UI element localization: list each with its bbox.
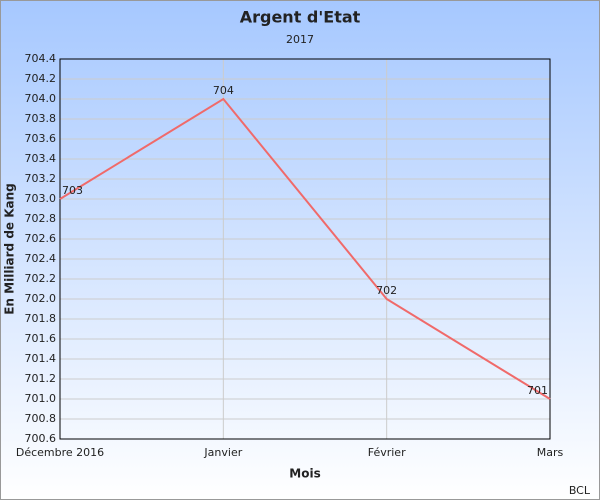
y-tick-label: 703.4: [25, 152, 57, 165]
y-tick-label: 701.6: [25, 332, 57, 345]
x-tick-label: Janvier: [203, 446, 242, 459]
chart-title: Argent d'Etat: [240, 8, 361, 27]
y-tick-label: 702.8: [25, 212, 57, 225]
data-label: 701: [527, 384, 548, 397]
y-tick-label: 700.6: [25, 432, 57, 445]
data-label: 702: [376, 284, 397, 297]
x-tick-label: Mars: [537, 446, 564, 459]
y-tick-label: 702.4: [25, 252, 57, 265]
x-tick-label: Février: [368, 446, 406, 459]
y-tick-label: 703.2: [25, 172, 57, 185]
y-tick-label: 701.2: [25, 372, 57, 385]
y-tick-label: 702.0: [25, 292, 57, 305]
y-tick-label: 703.8: [25, 112, 57, 125]
x-tick-label: Décembre 2016: [16, 446, 104, 459]
y-tick-label: 703.0: [25, 192, 57, 205]
y-tick-label: 703.6: [25, 132, 57, 145]
y-tick-label: 701.0: [25, 392, 57, 405]
y-tick-label: 704.2: [25, 72, 57, 85]
line: [59, 97, 551, 400]
y-tick-label: 704.0: [25, 92, 57, 105]
y-tick-label: 702.6: [25, 232, 57, 245]
data-label: 704: [213, 84, 234, 97]
data-label: 703: [62, 184, 83, 197]
chart-subtitle: 2017: [286, 33, 314, 46]
plot-area: [59, 58, 551, 440]
y-tick-label: 701.8: [25, 312, 57, 325]
y-tick-label: 704.4: [25, 52, 57, 65]
y-tick-label: 701.4: [25, 352, 57, 365]
y-tick-label: 702.2: [25, 272, 57, 285]
y-axis-title: En Milliard de Kang: [3, 183, 17, 315]
x-axis-title: Mois: [289, 467, 320, 481]
y-tick-label: 700.8: [25, 412, 57, 425]
credit: BCL: [569, 484, 591, 497]
